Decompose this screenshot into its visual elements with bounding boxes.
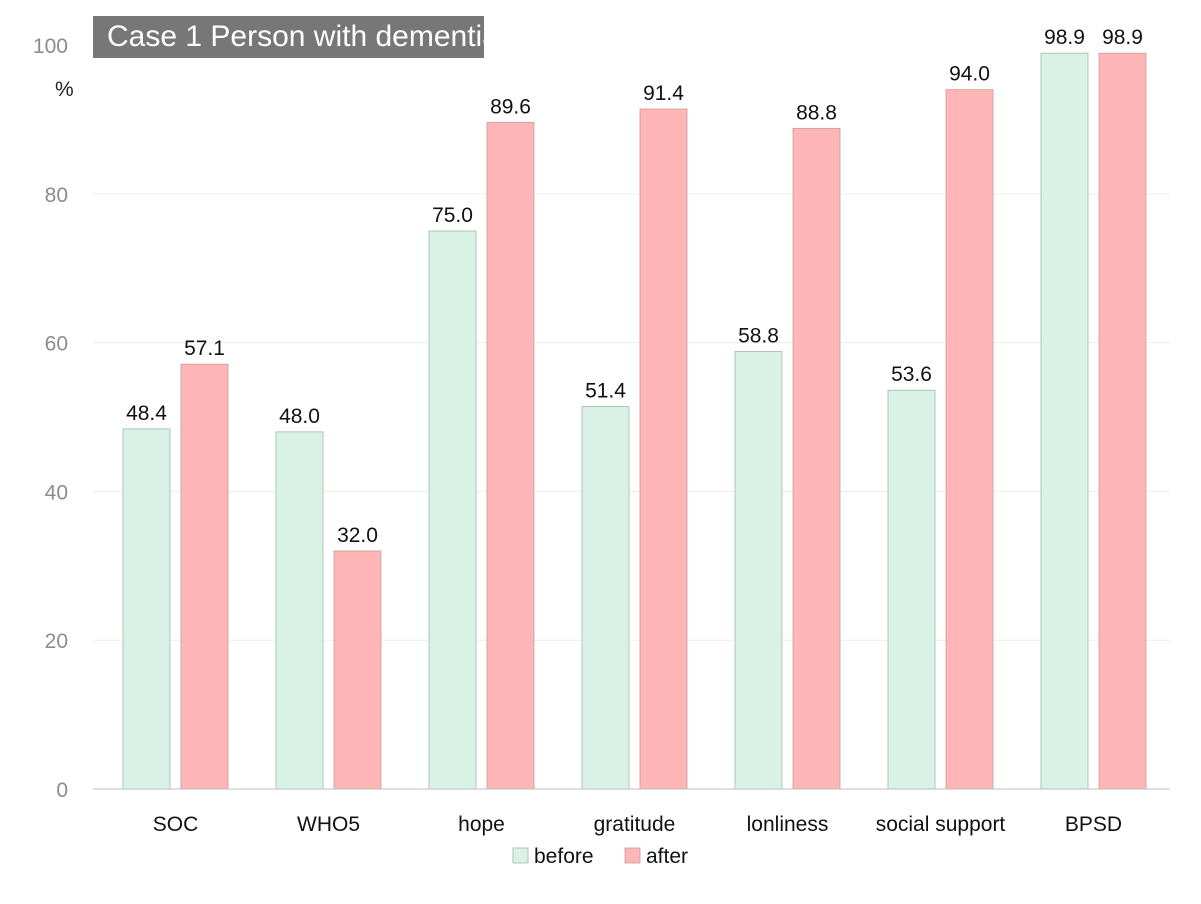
- y-tick-label: 0: [56, 779, 68, 802]
- bar-before-hope: [428, 230, 477, 790]
- legend-swatch-before: [512, 847, 529, 864]
- bar-after-soc: [180, 363, 229, 790]
- data-label-after: 91.4: [643, 82, 684, 105]
- y-tick-label: 80: [45, 184, 68, 207]
- x-tick-label: hope: [458, 813, 505, 836]
- data-label-after: 98.9: [1102, 26, 1143, 49]
- data-label-before: 48.4: [126, 402, 167, 425]
- data-label-before: 98.9: [1044, 26, 1085, 49]
- bar-after-who5: [333, 550, 382, 790]
- bar-before-soc: [122, 428, 171, 790]
- bars: [122, 52, 1147, 790]
- x-tick-label: SOC: [153, 813, 199, 836]
- y-axis-ticks: 0 20 40 60 80 100: [33, 35, 68, 802]
- y-tick-label: 100: [33, 35, 68, 58]
- legend-label-before: before: [534, 845, 594, 868]
- legend: before after: [512, 845, 688, 868]
- bar-before-who5: [275, 431, 324, 790]
- y-axis-unit-label: %: [55, 78, 74, 101]
- x-tick-label: lonliness: [747, 813, 829, 836]
- y-tick-label: 40: [45, 481, 68, 504]
- bar-after-hope: [486, 121, 535, 790]
- bar-before-gratitude: [581, 406, 630, 790]
- y-tick-label: 20: [45, 630, 68, 653]
- bar-before-lonliness: [734, 351, 783, 790]
- x-tick-label: BPSD: [1065, 813, 1122, 836]
- x-tick-label: gratitude: [594, 813, 676, 836]
- bar-before-social-support: [887, 389, 936, 790]
- x-axis-ticks: SOC WHO5 hope gratitude lonliness social supp…: [153, 813, 1122, 836]
- grid-lines: [93, 193, 1170, 641]
- bar-before-bpsd: [1040, 52, 1089, 790]
- bar-after-social-support: [945, 89, 994, 790]
- data-label-after: 94.0: [949, 63, 990, 86]
- bar-after-gratitude: [639, 108, 688, 790]
- data-label-before: 51.4: [585, 380, 626, 403]
- bar-after-bpsd: [1098, 52, 1147, 790]
- data-label-after: 89.6: [490, 95, 531, 118]
- data-labels: 48.4 57.1 48.0 32.0 75.0 89.6 51.4 91.4 58.8 88.8…: [126, 26, 1143, 547]
- data-label-before: 58.8: [738, 325, 779, 348]
- x-tick-label: social support: [876, 813, 1006, 836]
- data-label-before: 53.6: [891, 363, 932, 386]
- legend-swatch-after: [624, 847, 641, 864]
- bar-after-lonliness: [792, 127, 841, 790]
- data-label-before: 48.0: [279, 405, 320, 428]
- legend-label-after: after: [646, 845, 688, 868]
- y-tick-label: 60: [45, 333, 68, 356]
- data-label-after: 57.1: [184, 337, 225, 360]
- chart-title: Case 1 Person with dementia: [93, 16, 499, 58]
- x-tick-label: WHO5: [297, 813, 360, 836]
- data-label-after: 88.8: [796, 101, 837, 124]
- data-label-before: 75.0: [432, 204, 473, 227]
- data-label-after: 32.0: [337, 524, 378, 547]
